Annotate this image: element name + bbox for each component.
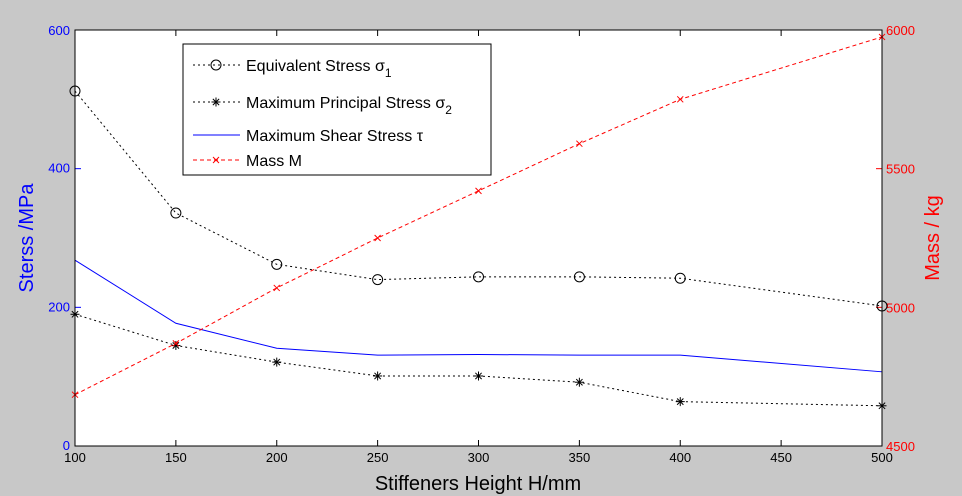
x-tick-label: 100 bbox=[64, 450, 86, 465]
y-left-tick-label: 0 bbox=[63, 438, 70, 453]
data-point-equivalent bbox=[674, 272, 686, 284]
x-tick-label: 200 bbox=[266, 450, 288, 465]
y-left-tick-label: 400 bbox=[48, 161, 70, 176]
data-point-equivalent bbox=[170, 207, 182, 219]
x-tick-label: 300 bbox=[468, 450, 490, 465]
data-point-principal bbox=[574, 377, 584, 387]
data-point-principal bbox=[675, 397, 685, 407]
data-point-principal bbox=[373, 371, 383, 381]
legend-label-text: Mass M bbox=[246, 153, 302, 170]
legend-label-equivalent: Equivalent Stress σ1 bbox=[246, 58, 392, 80]
y-right-tick-label: 4500 bbox=[886, 439, 915, 454]
series-line-principal bbox=[74, 313, 883, 407]
legend-label-shear: Maximum Shear Stress τ bbox=[246, 128, 424, 145]
series-layer bbox=[69, 33, 888, 411]
legend-label-text: Maximum Shear Stress τ bbox=[246, 128, 424, 145]
data-point-mass bbox=[676, 95, 684, 103]
legend-label-principal: Maximum Principal Stress σ2 bbox=[246, 95, 452, 117]
data-point-mass bbox=[273, 284, 281, 292]
data-point-principal bbox=[474, 371, 483, 381]
legend-label-subscript: 1 bbox=[385, 66, 392, 80]
legend-marker-equivalent bbox=[210, 59, 222, 71]
x-axis-label: Stiffeners Height H/mm bbox=[375, 473, 581, 495]
data-point-mass bbox=[475, 187, 482, 195]
data-point-principal bbox=[171, 340, 181, 350]
legend-marker-mass bbox=[212, 156, 220, 164]
plot-frame bbox=[74, 29, 883, 447]
legend-label-text: Maximum Principal Stress σ bbox=[246, 95, 445, 112]
y-right-tick-label: 6000 bbox=[886, 23, 915, 38]
data-point-mass bbox=[374, 234, 381, 242]
y-left-tick-label: 600 bbox=[48, 23, 70, 38]
legend-label-subscript: 2 bbox=[445, 103, 452, 117]
data-point-equivalent bbox=[372, 274, 384, 286]
y-left-tick-label: 200 bbox=[48, 299, 70, 314]
data-point-equivalent bbox=[573, 271, 585, 283]
x-tick-label: 150 bbox=[165, 450, 187, 465]
x-tick-label: 400 bbox=[669, 450, 691, 465]
y-right-tick-label: 5000 bbox=[886, 300, 915, 315]
x-tick-label: 500 bbox=[871, 450, 893, 465]
legend-box bbox=[182, 43, 492, 176]
y-axis-label-right: Mass / kg bbox=[922, 195, 944, 281]
x-tick-label: 250 bbox=[367, 450, 389, 465]
x-tick-label: 450 bbox=[770, 450, 792, 465]
data-point-mass bbox=[576, 140, 583, 148]
data-point-equivalent bbox=[271, 258, 283, 270]
x-tick-label: 350 bbox=[569, 450, 591, 465]
ticks-layer: 100 150 200 250 300 350 400 450 5000200400600450… bbox=[48, 23, 915, 465]
data-point-principal bbox=[272, 357, 282, 367]
data-point-mass bbox=[172, 340, 180, 347]
y-axis-label-left: Sterss /MPa bbox=[16, 183, 38, 293]
legend-marker-principal bbox=[211, 97, 221, 107]
legend-label-text: Equivalent Stress σ bbox=[246, 58, 385, 75]
legend-label-mass: Mass M bbox=[246, 153, 302, 170]
series-line-shear bbox=[74, 259, 883, 373]
data-point-equivalent bbox=[473, 271, 484, 283]
legend: Equivalent Stress σ1 Maximum Principal St… bbox=[182, 43, 492, 176]
y-right-tick-label: 5500 bbox=[886, 162, 915, 177]
